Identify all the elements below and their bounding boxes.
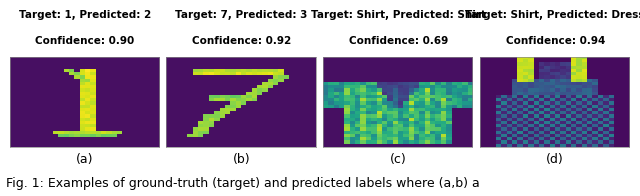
Text: Confidence: 0.94: Confidence: 0.94 (506, 36, 605, 46)
Text: Confidence: 0.90: Confidence: 0.90 (35, 36, 134, 46)
Text: (a): (a) (76, 153, 93, 166)
Text: Target: Shirt, Predicted: Dress: Target: Shirt, Predicted: Dress (465, 10, 640, 20)
Text: (b): (b) (233, 153, 250, 166)
Text: (d): (d) (547, 153, 564, 166)
Text: Target: 1, Predicted: 2: Target: 1, Predicted: 2 (19, 10, 151, 20)
Text: (c): (c) (390, 153, 407, 166)
Text: Confidence: 0.92: Confidence: 0.92 (192, 36, 291, 46)
Text: Fig. 1: Examples of ground-truth (target) and predicted labels where (a,b) a: Fig. 1: Examples of ground-truth (target… (6, 177, 480, 190)
Text: Target: Shirt, Predicted: Shirt: Target: Shirt, Predicted: Shirt (311, 10, 486, 20)
Text: Confidence: 0.69: Confidence: 0.69 (349, 36, 448, 46)
Text: Target: 7, Predicted: 3: Target: 7, Predicted: 3 (175, 10, 308, 20)
